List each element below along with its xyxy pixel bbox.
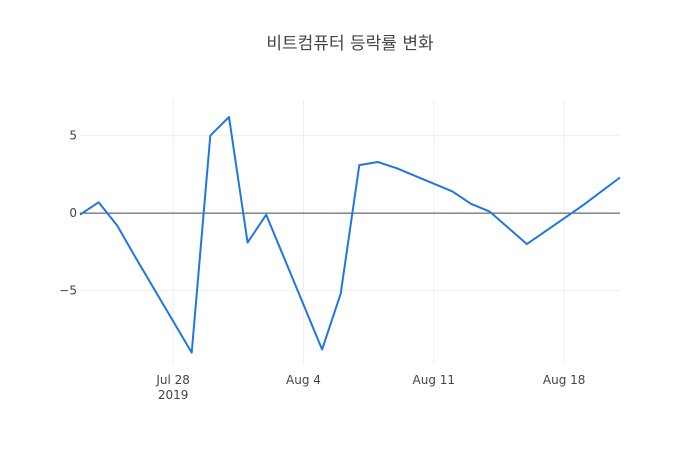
chart-title: 비트컴퓨터 등락률 변화 [266,34,434,54]
series-line [79,116,621,354]
data-point[interactable] [207,133,213,139]
x-tick-sublabel: 2019 [158,388,189,402]
data-point[interactable] [617,174,623,180]
series-layer [77,114,623,356]
data-point[interactable] [356,162,362,168]
x-tick-label: Aug 18 [543,373,586,387]
grid-lines [80,100,620,365]
data-point[interactable] [189,350,195,356]
y-tick-label: −5 [59,284,77,298]
x-tick-label: Aug 11 [413,373,456,387]
data-point[interactable] [226,114,232,120]
data-point[interactable] [449,188,455,194]
data-point[interactable] [487,209,493,215]
data-point[interactable] [319,347,325,353]
data-point[interactable] [394,165,400,171]
x-tick-label: Jul 28 [155,373,190,387]
data-point[interactable] [338,291,344,297]
y-tick-label: 0 [69,206,77,220]
data-point[interactable] [96,199,102,205]
x-tick-label: Aug 4 [286,373,321,387]
y-tick-label: 5 [69,129,77,143]
data-point[interactable] [245,240,251,246]
data-point[interactable] [133,255,139,261]
data-point[interactable] [114,223,120,229]
y-axis-labels: 5 0 −5 [59,129,77,298]
data-point[interactable] [468,201,474,207]
data-point[interactable] [598,188,604,194]
data-point[interactable] [263,212,269,218]
data-point[interactable] [524,241,530,247]
data-point[interactable] [375,159,381,165]
data-point[interactable] [580,202,586,208]
data-point[interactable] [77,212,83,218]
